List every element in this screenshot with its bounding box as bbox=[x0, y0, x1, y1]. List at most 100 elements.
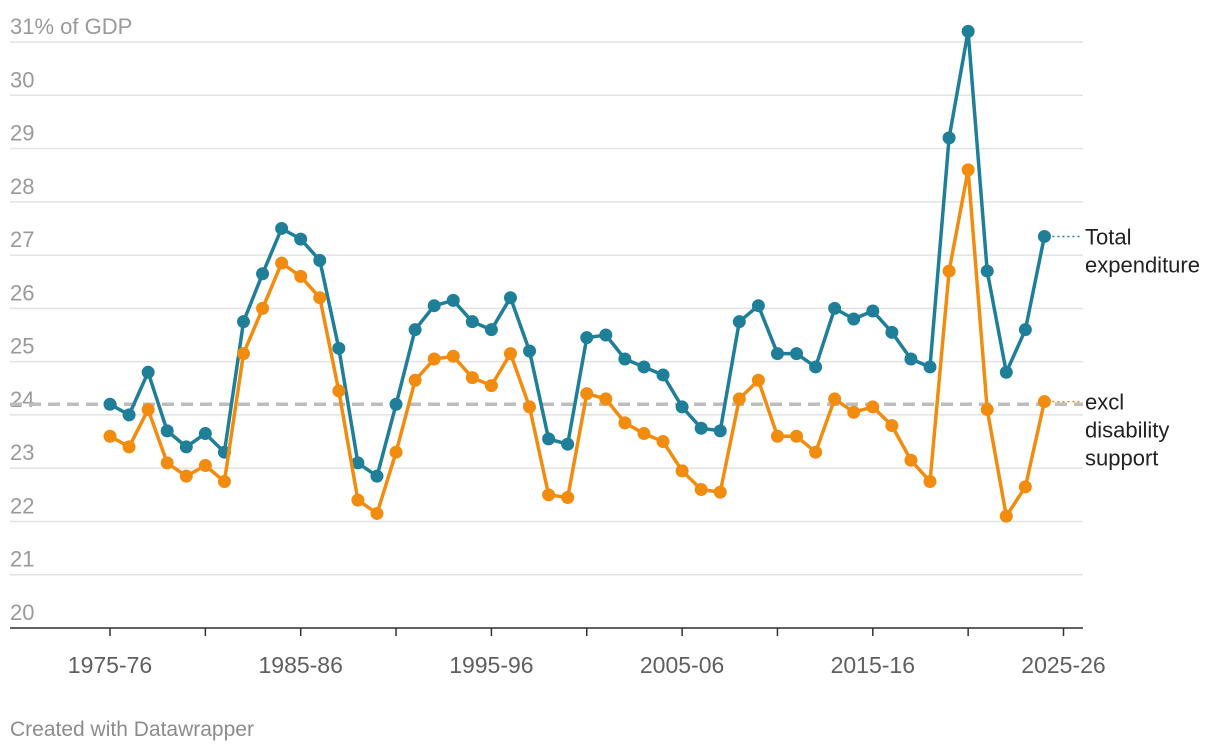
data-point bbox=[980, 264, 994, 278]
data-point bbox=[198, 459, 212, 473]
y-tick-label: 20 bbox=[10, 600, 34, 625]
data-point bbox=[484, 379, 498, 393]
data-point bbox=[160, 456, 174, 470]
data-point bbox=[542, 432, 556, 446]
data-point bbox=[942, 264, 956, 278]
data-point bbox=[885, 419, 899, 433]
credit-text: Created with Datawrapper bbox=[10, 718, 254, 741]
data-point bbox=[866, 400, 880, 414]
data-point bbox=[847, 405, 861, 419]
data-point bbox=[770, 429, 784, 443]
data-point bbox=[256, 301, 270, 315]
data-point bbox=[732, 315, 746, 329]
gridlines bbox=[10, 41, 1083, 629]
data-point bbox=[427, 352, 441, 366]
data-point bbox=[923, 475, 937, 488]
series-label: expenditure bbox=[1085, 252, 1200, 277]
data-point bbox=[503, 291, 517, 305]
y-tick-label: 31% of GDP bbox=[10, 14, 132, 39]
data-point bbox=[809, 445, 823, 459]
data-point bbox=[866, 304, 880, 318]
data-point bbox=[847, 312, 861, 326]
data-point bbox=[580, 331, 594, 345]
data-point bbox=[675, 464, 689, 478]
data-point bbox=[103, 397, 117, 411]
data-point bbox=[523, 400, 537, 414]
data-point bbox=[809, 360, 823, 374]
data-point bbox=[656, 435, 670, 449]
data-point bbox=[656, 368, 670, 382]
y-tick-label: 23 bbox=[10, 440, 34, 465]
data-point bbox=[999, 509, 1013, 523]
data-point bbox=[446, 293, 460, 307]
y-tick-label: 25 bbox=[10, 334, 34, 359]
series-line bbox=[108, 29, 1047, 478]
data-point bbox=[122, 440, 136, 454]
data-point bbox=[675, 400, 689, 414]
y-axis: 20 21 22 23 24 25 26 27 28 29 30 31% of GDP bbox=[10, 14, 132, 625]
data-point bbox=[275, 221, 289, 235]
data-point bbox=[141, 403, 155, 417]
data-point bbox=[694, 421, 708, 435]
data-point bbox=[236, 315, 250, 329]
data-point bbox=[256, 267, 270, 281]
x-tick-label: 2005-06 bbox=[640, 652, 724, 678]
data-point bbox=[1037, 395, 1051, 409]
y-tick-label: 28 bbox=[10, 174, 34, 199]
data-point bbox=[370, 506, 384, 520]
data-point bbox=[732, 392, 746, 406]
data-point bbox=[351, 456, 365, 470]
data-point bbox=[427, 299, 441, 313]
series-label: Total bbox=[1085, 224, 1131, 249]
data-point bbox=[179, 440, 193, 454]
y-tick-label: 29 bbox=[10, 121, 34, 146]
x-tick-label: 2015-16 bbox=[831, 652, 915, 678]
data-point bbox=[408, 323, 422, 337]
data-point bbox=[465, 315, 479, 329]
data-point bbox=[618, 352, 632, 366]
data-point bbox=[370, 469, 384, 483]
y-tick-label: 21 bbox=[10, 547, 34, 572]
y-tick-label: 24 bbox=[10, 387, 34, 412]
y-tick-label: 27 bbox=[10, 227, 34, 252]
data-point bbox=[217, 475, 231, 488]
x-axis: 1975-76 1985-86 1995-96 2005-06 2015-16 2025-… bbox=[10, 627, 1106, 678]
data-point bbox=[141, 365, 155, 379]
data-point bbox=[484, 323, 498, 337]
series-layer bbox=[103, 24, 1051, 523]
data-point bbox=[236, 347, 250, 361]
x-tick-label: 2025-26 bbox=[1021, 652, 1105, 678]
data-point bbox=[542, 488, 556, 502]
data-point bbox=[961, 24, 975, 38]
data-point bbox=[275, 256, 289, 270]
data-point bbox=[294, 232, 308, 246]
data-point bbox=[999, 365, 1013, 379]
data-point bbox=[523, 344, 537, 358]
data-point bbox=[580, 387, 594, 401]
data-point bbox=[179, 469, 193, 483]
data-point bbox=[198, 427, 212, 441]
data-point bbox=[923, 360, 937, 374]
data-point bbox=[904, 352, 918, 366]
data-point bbox=[713, 485, 727, 499]
data-point bbox=[770, 347, 784, 361]
data-point bbox=[618, 416, 632, 430]
data-point bbox=[904, 453, 918, 467]
data-point bbox=[1037, 229, 1051, 243]
data-point bbox=[446, 349, 460, 363]
data-point bbox=[961, 163, 975, 177]
series-label: excl bbox=[1085, 390, 1124, 415]
data-point bbox=[465, 371, 479, 385]
series-label: disability bbox=[1085, 418, 1169, 443]
data-point bbox=[790, 347, 804, 361]
data-point bbox=[694, 482, 708, 496]
data-point bbox=[294, 269, 308, 283]
data-point bbox=[828, 301, 842, 315]
data-point bbox=[389, 445, 403, 459]
y-tick-label: 22 bbox=[10, 493, 34, 518]
series-label: support bbox=[1085, 446, 1158, 471]
data-point bbox=[1018, 323, 1032, 337]
data-point bbox=[561, 490, 575, 504]
data-point bbox=[599, 328, 613, 342]
